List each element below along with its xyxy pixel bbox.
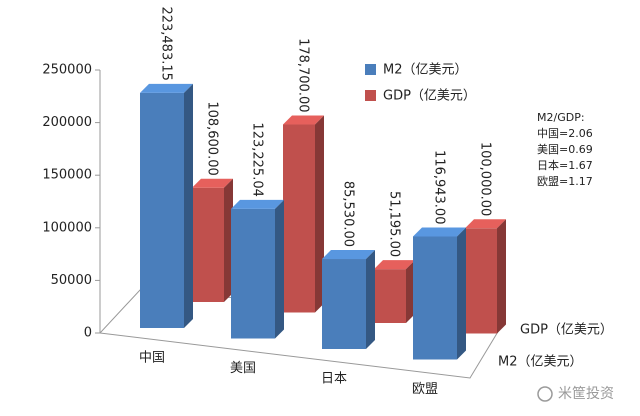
value-label: 178,700.00 (296, 38, 311, 112)
bar-front (465, 228, 497, 334)
bar-side (275, 199, 284, 339)
bar-top (192, 178, 233, 188)
legend-swatch (365, 90, 376, 101)
bar-front (192, 187, 224, 302)
watermark-icon (537, 386, 553, 402)
y-tick-label: 50000 (51, 273, 92, 288)
y-tick-label: 200000 (42, 115, 92, 130)
bar-side (184, 83, 193, 329)
bar-top (465, 219, 506, 229)
value-label: 85,530.00 (341, 181, 356, 247)
bar-front (283, 124, 315, 313)
bar-side (497, 219, 506, 334)
bar-top (283, 115, 324, 125)
bar-side (457, 227, 466, 360)
bar-top (231, 199, 284, 209)
y-tick-label: 150000 (42, 168, 92, 183)
legend-swatch (365, 64, 376, 75)
bar-side (315, 115, 324, 313)
value-label: 108,600.00 (205, 101, 220, 175)
bar-top (413, 227, 466, 237)
y-tick-label: 100000 (42, 220, 92, 235)
x-tick-label: 美国 (230, 361, 256, 376)
bar-top (322, 250, 375, 260)
annotation: M2/GDP: (537, 111, 585, 124)
value-label: 123,225.04 (250, 122, 265, 196)
watermark: 米筐投资 (558, 385, 614, 402)
y-tick-label: 250000 (42, 63, 92, 78)
value-label: 116,943.00 (432, 150, 447, 224)
annotation: 日本=1.67 (537, 158, 593, 172)
bar-top (140, 83, 193, 93)
bar-front (231, 208, 275, 339)
annotation: 欧盟=1.17 (537, 175, 593, 188)
depth-label: GDP（亿美元） (520, 323, 613, 338)
value-label: 51,195.00 (387, 191, 402, 257)
bar-top (374, 260, 415, 270)
y-tick-label: 0 (84, 326, 92, 341)
legend-label: GDP（亿美元） (383, 89, 476, 104)
bar-front (374, 269, 406, 323)
annotation: 美国=0.69 (537, 143, 593, 156)
bar-front (322, 259, 366, 349)
bar-side (406, 260, 415, 323)
bar-side (366, 250, 375, 349)
x-tick-label: 日本 (321, 372, 347, 387)
annotation: 中国=2.06 (537, 127, 593, 140)
bar-front (140, 92, 184, 329)
value-label: 100,000.00 (478, 142, 493, 216)
depth-label: M2（亿美元） (498, 355, 583, 370)
value-label: 223,483.15 (159, 6, 174, 80)
x-tick-label: 中国 (139, 351, 165, 366)
bar-side (224, 178, 233, 302)
legend-label: M2（亿美元） (383, 63, 468, 78)
x-tick-label: 欧盟 (412, 382, 438, 397)
bar-front (413, 236, 457, 360)
